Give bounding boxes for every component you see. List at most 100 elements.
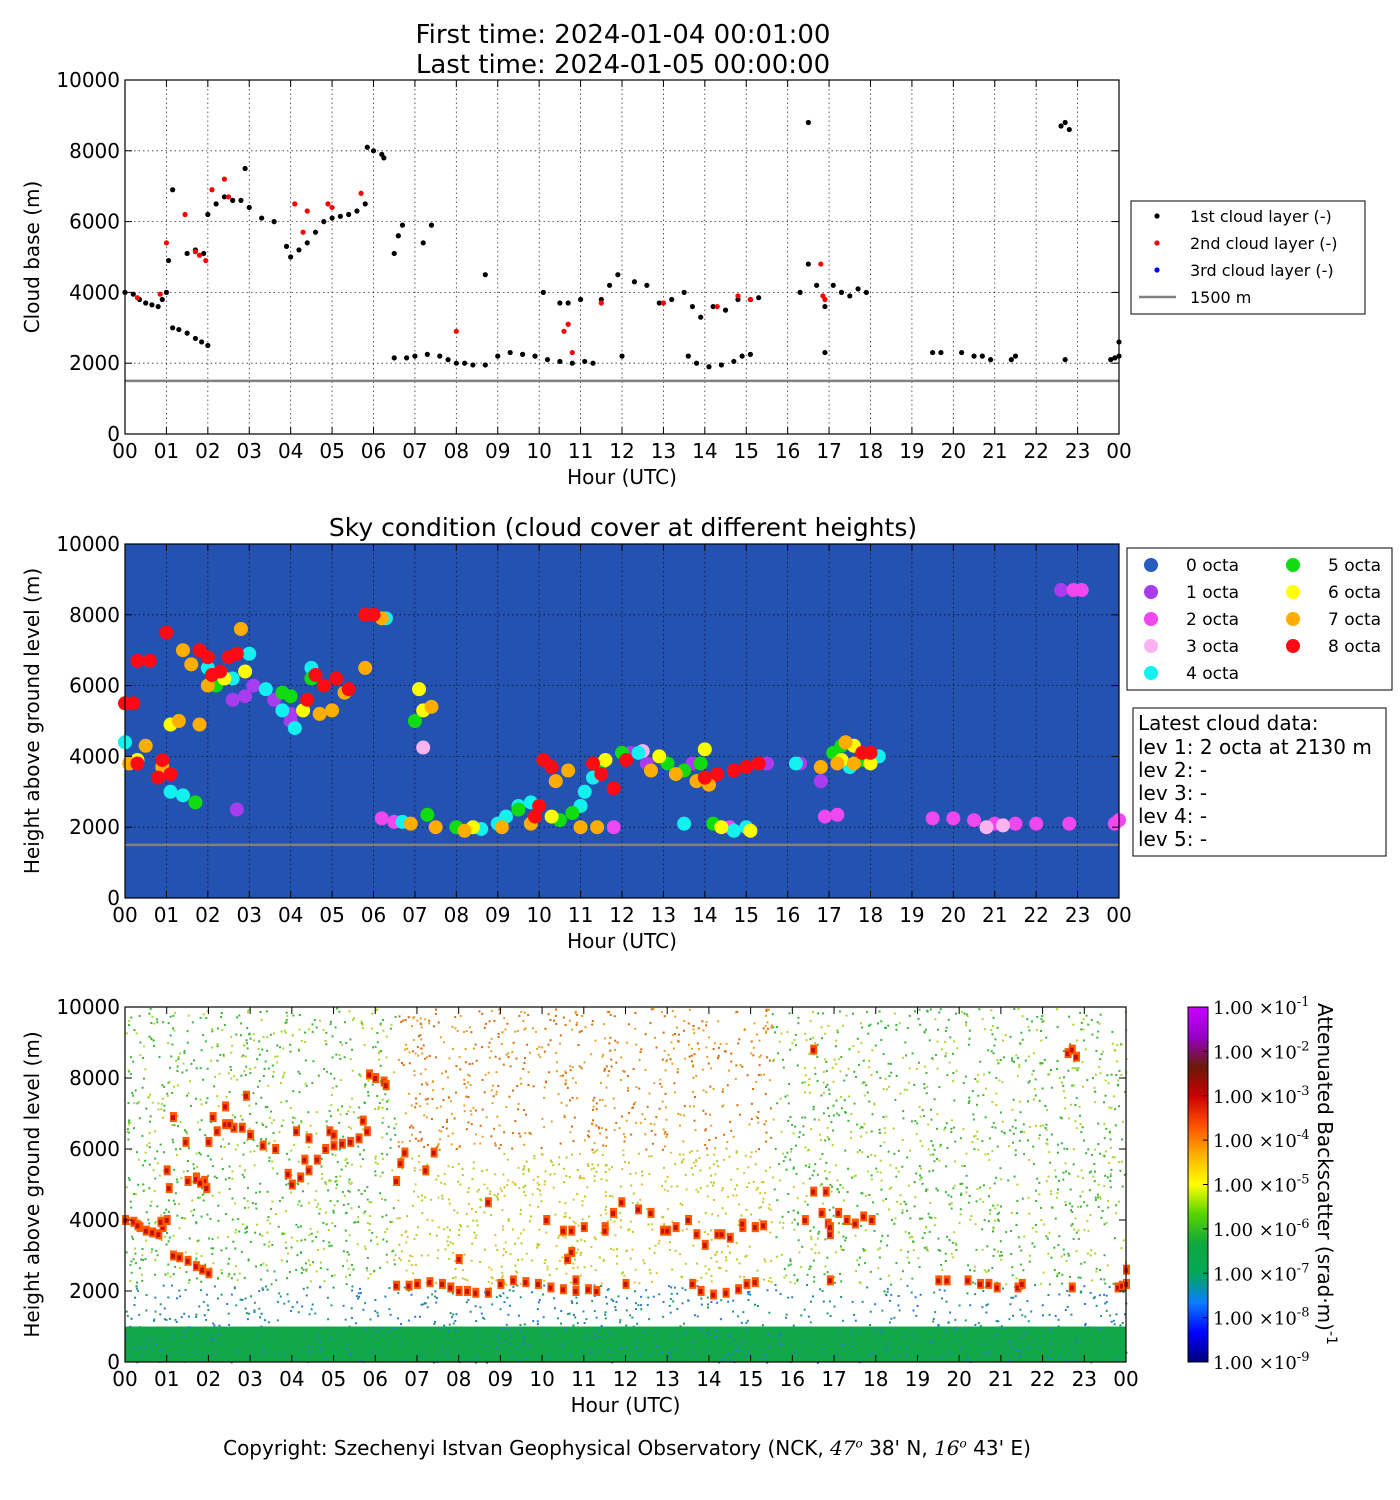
noise-pixel [1097, 1030, 1100, 1033]
noise-pixel [208, 1237, 211, 1240]
noise-pixel [705, 1272, 708, 1275]
noise-pixel [580, 1067, 583, 1070]
noise-pixel [832, 1114, 835, 1117]
noise-pixel [1018, 1063, 1021, 1066]
x-tick-label: 19 [899, 439, 924, 463]
noise-pixel [793, 1218, 796, 1221]
noise-pixel [433, 1322, 436, 1325]
noise-pixel [342, 1204, 345, 1207]
noise-pixel [362, 1149, 365, 1152]
noise-pixel [730, 1129, 733, 1132]
noise-pixel [152, 1169, 155, 1172]
noise-pixel [624, 1135, 627, 1138]
noise-pixel [696, 1042, 699, 1045]
noise-pixel [779, 1293, 782, 1296]
noise-pixel [173, 1168, 176, 1171]
noise-pixel [878, 1128, 881, 1131]
noise-pixel [258, 1080, 261, 1083]
noise-pixel [883, 1141, 886, 1144]
noise-pixel [919, 1023, 922, 1026]
noise-pixel [504, 1282, 507, 1285]
noise-pixel [455, 1313, 458, 1316]
noise-pixel [1019, 1308, 1022, 1311]
noise-pixel [253, 1150, 256, 1153]
noise-pixel [987, 1269, 990, 1272]
noise-pixel [513, 1182, 516, 1185]
noise-pixel [593, 1295, 596, 1298]
noise-pixel [979, 1060, 982, 1063]
noise-pixel [1008, 1359, 1011, 1362]
noise-pixel [859, 1328, 862, 1331]
noise-pixel [191, 1199, 194, 1202]
noise-pixel [439, 1138, 442, 1141]
noise-pixel [704, 1212, 707, 1215]
noise-pixel [143, 1346, 146, 1349]
noise-pixel [404, 1112, 407, 1115]
noise-pixel [446, 1118, 449, 1121]
noise-pixel [357, 1221, 360, 1224]
noise-pixel [1116, 1044, 1119, 1047]
noise-pixel [724, 1212, 727, 1215]
noise-pixel [233, 1286, 236, 1289]
noise-pixel [781, 1058, 784, 1061]
noise-pixel [319, 1208, 322, 1211]
noise-pixel [195, 1257, 198, 1260]
noise-pixel [168, 1317, 171, 1320]
noise-pixel [495, 1296, 498, 1299]
noise-pixel [912, 1309, 915, 1312]
noise-pixel [417, 1195, 420, 1198]
noise-pixel [676, 1307, 679, 1310]
noise-pixel [345, 1331, 348, 1334]
noise-pixel [885, 1198, 888, 1201]
noise-pixel [400, 1342, 403, 1345]
noise-pixel [870, 1074, 873, 1077]
noise-pixel [650, 1328, 653, 1331]
noise-pixel [1028, 1260, 1031, 1263]
noise-pixel [739, 1275, 742, 1278]
noise-pixel [730, 1052, 733, 1055]
noise-pixel [1109, 1172, 1112, 1175]
noise-pixel [1075, 1127, 1078, 1130]
noise-pixel [1040, 1039, 1043, 1042]
cloud-base-point-1 [283, 243, 290, 249]
noise-pixel [332, 1286, 335, 1289]
noise-pixel [719, 1318, 722, 1321]
noise-pixel [1027, 1055, 1030, 1058]
legend-marker [1286, 612, 1300, 626]
x-tick-label: 07 [402, 903, 427, 927]
noise-pixel [380, 1351, 383, 1354]
noise-pixel [390, 1250, 393, 1253]
noise-pixel [707, 1062, 710, 1065]
noise-pixel [938, 1159, 941, 1162]
noise-pixel [481, 1316, 484, 1319]
noise-pixel [648, 1247, 651, 1250]
noise-pixel [455, 1065, 458, 1068]
noise-pixel [502, 1340, 505, 1343]
cloud-echo-core [623, 1281, 628, 1287]
noise-pixel [1028, 1080, 1031, 1083]
noise-pixel [1097, 1143, 1100, 1146]
noise-pixel [625, 1309, 628, 1312]
noise-pixel [344, 1165, 347, 1168]
sky-point-octa-8 [528, 809, 543, 824]
y-tick-label: 10000 [56, 532, 120, 556]
noise-pixel [470, 1123, 473, 1126]
noise-pixel [945, 1026, 948, 1029]
noise-pixel [807, 1337, 810, 1340]
noise-pixel [895, 1023, 898, 1026]
cloud-echo-core [170, 1253, 175, 1259]
noise-pixel [655, 1272, 658, 1275]
noise-pixel [979, 1186, 982, 1189]
noise-pixel [167, 1240, 170, 1243]
cloud-base-point-2 [192, 249, 199, 255]
noise-pixel [230, 1035, 233, 1038]
noise-pixel [627, 1229, 630, 1232]
noise-pixel [826, 1126, 829, 1129]
noise-pixel [498, 1294, 501, 1297]
noise-pixel [271, 1167, 274, 1170]
noise-pixel [915, 1172, 918, 1175]
noise-pixel [254, 1066, 257, 1069]
noise-pixel [331, 1035, 334, 1038]
noise-pixel [182, 1335, 185, 1338]
noise-pixel [311, 1081, 314, 1084]
